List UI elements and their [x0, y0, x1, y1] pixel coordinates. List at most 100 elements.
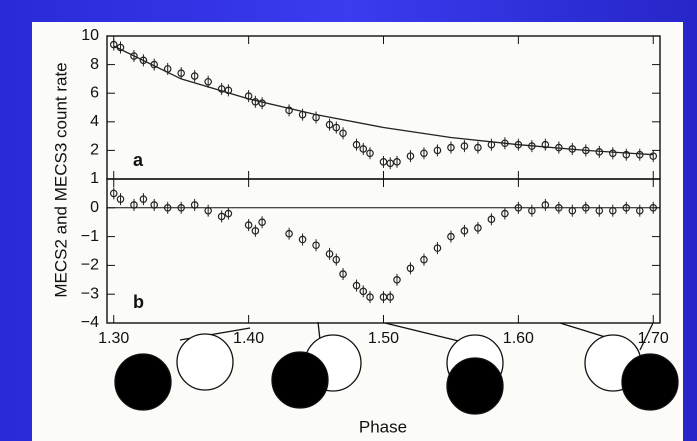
data-point	[332, 255, 341, 264]
data-point	[460, 227, 469, 235]
data-point	[298, 235, 307, 244]
y-tick-label: 2	[90, 142, 99, 159]
data-point	[130, 201, 138, 209]
data-point	[474, 224, 482, 232]
data-point	[447, 232, 455, 241]
model-curve	[113, 45, 654, 156]
y-tick-label: 0	[90, 199, 99, 216]
data-point	[204, 206, 212, 215]
data-point	[130, 52, 138, 60]
data-point	[339, 129, 347, 138]
connector	[317, 321, 321, 341]
data-point	[163, 204, 172, 212]
data-point	[285, 106, 293, 115]
data-point	[447, 143, 455, 152]
data-point	[379, 158, 388, 166]
data-point	[204, 77, 212, 86]
companion	[176, 333, 234, 391]
star	[621, 353, 679, 411]
data-point	[635, 206, 644, 215]
data-point	[150, 201, 159, 209]
data-point	[514, 204, 523, 212]
data-point	[386, 159, 395, 168]
data-point	[420, 149, 428, 158]
data-point	[109, 189, 118, 198]
y-tick-label: 6	[90, 84, 99, 101]
data-point	[460, 142, 469, 150]
y-tick-label: −3	[81, 285, 99, 302]
data-point	[555, 204, 563, 212]
data-point	[433, 146, 442, 155]
data-point	[608, 149, 617, 158]
data-point	[116, 195, 125, 203]
y-tick-label: 8	[90, 56, 99, 73]
y-tick-label: −4	[81, 314, 99, 331]
data-point	[352, 281, 361, 290]
data-point	[528, 206, 536, 215]
data-point	[177, 204, 185, 212]
y-tick-label: −2	[81, 257, 99, 274]
data-point	[139, 195, 148, 203]
y-axis-label: MECS2 and MECS3 count rate	[51, 62, 70, 297]
data-point	[393, 158, 401, 166]
data-point	[608, 206, 617, 215]
data-point	[325, 250, 334, 258]
star	[271, 351, 329, 409]
data-point	[420, 255, 428, 264]
data-point	[622, 204, 631, 212]
data-point	[393, 275, 401, 284]
data-point	[244, 221, 253, 229]
eclipse-diagrams	[114, 321, 679, 415]
data-point	[501, 209, 509, 218]
x-tick-label: 1.40	[233, 330, 264, 347]
y-tick-label: 1	[90, 170, 99, 187]
data-point	[406, 152, 415, 160]
x-tick-label: 1.30	[98, 330, 129, 347]
data-point	[251, 227, 260, 235]
data-point	[217, 85, 226, 93]
connector	[639, 322, 654, 351]
x-tick-label: 1.50	[368, 330, 399, 347]
x-tick-label: 1.70	[638, 330, 669, 347]
y-tick-label: 10	[81, 27, 99, 44]
y-tick-label: −1	[81, 228, 99, 245]
data-point	[352, 140, 361, 149]
star	[114, 353, 172, 411]
data-point	[622, 150, 631, 159]
data-point	[190, 72, 199, 80]
data-point	[406, 264, 415, 273]
data-point	[595, 206, 604, 215]
star	[446, 357, 504, 415]
data-point	[366, 149, 374, 158]
x-axis-label: Phase	[359, 417, 407, 436]
data-point	[433, 244, 442, 252]
data-point	[325, 120, 334, 129]
y-tick-label: 4	[90, 113, 99, 130]
data-point	[312, 241, 320, 250]
data-point	[224, 209, 233, 218]
data-point	[109, 40, 118, 49]
data-point	[568, 206, 577, 215]
data-point	[474, 143, 482, 152]
data-point	[541, 140, 550, 149]
data-point	[258, 218, 266, 227]
panel-label: b	[133, 292, 144, 312]
data-point	[366, 293, 374, 301]
data-point	[139, 56, 148, 65]
x-tick-label: 1.60	[503, 330, 534, 347]
data-point	[359, 287, 368, 296]
data-point	[649, 204, 658, 212]
data-point	[339, 270, 347, 278]
data-point	[177, 69, 185, 77]
data-point	[386, 293, 395, 301]
data-point	[487, 215, 496, 224]
data-point	[541, 201, 550, 209]
data-point	[285, 229, 293, 238]
data-point	[332, 123, 341, 132]
panel-label: a	[133, 150, 144, 170]
data-point	[359, 145, 368, 153]
data-point	[649, 152, 658, 160]
data-point	[582, 204, 590, 212]
